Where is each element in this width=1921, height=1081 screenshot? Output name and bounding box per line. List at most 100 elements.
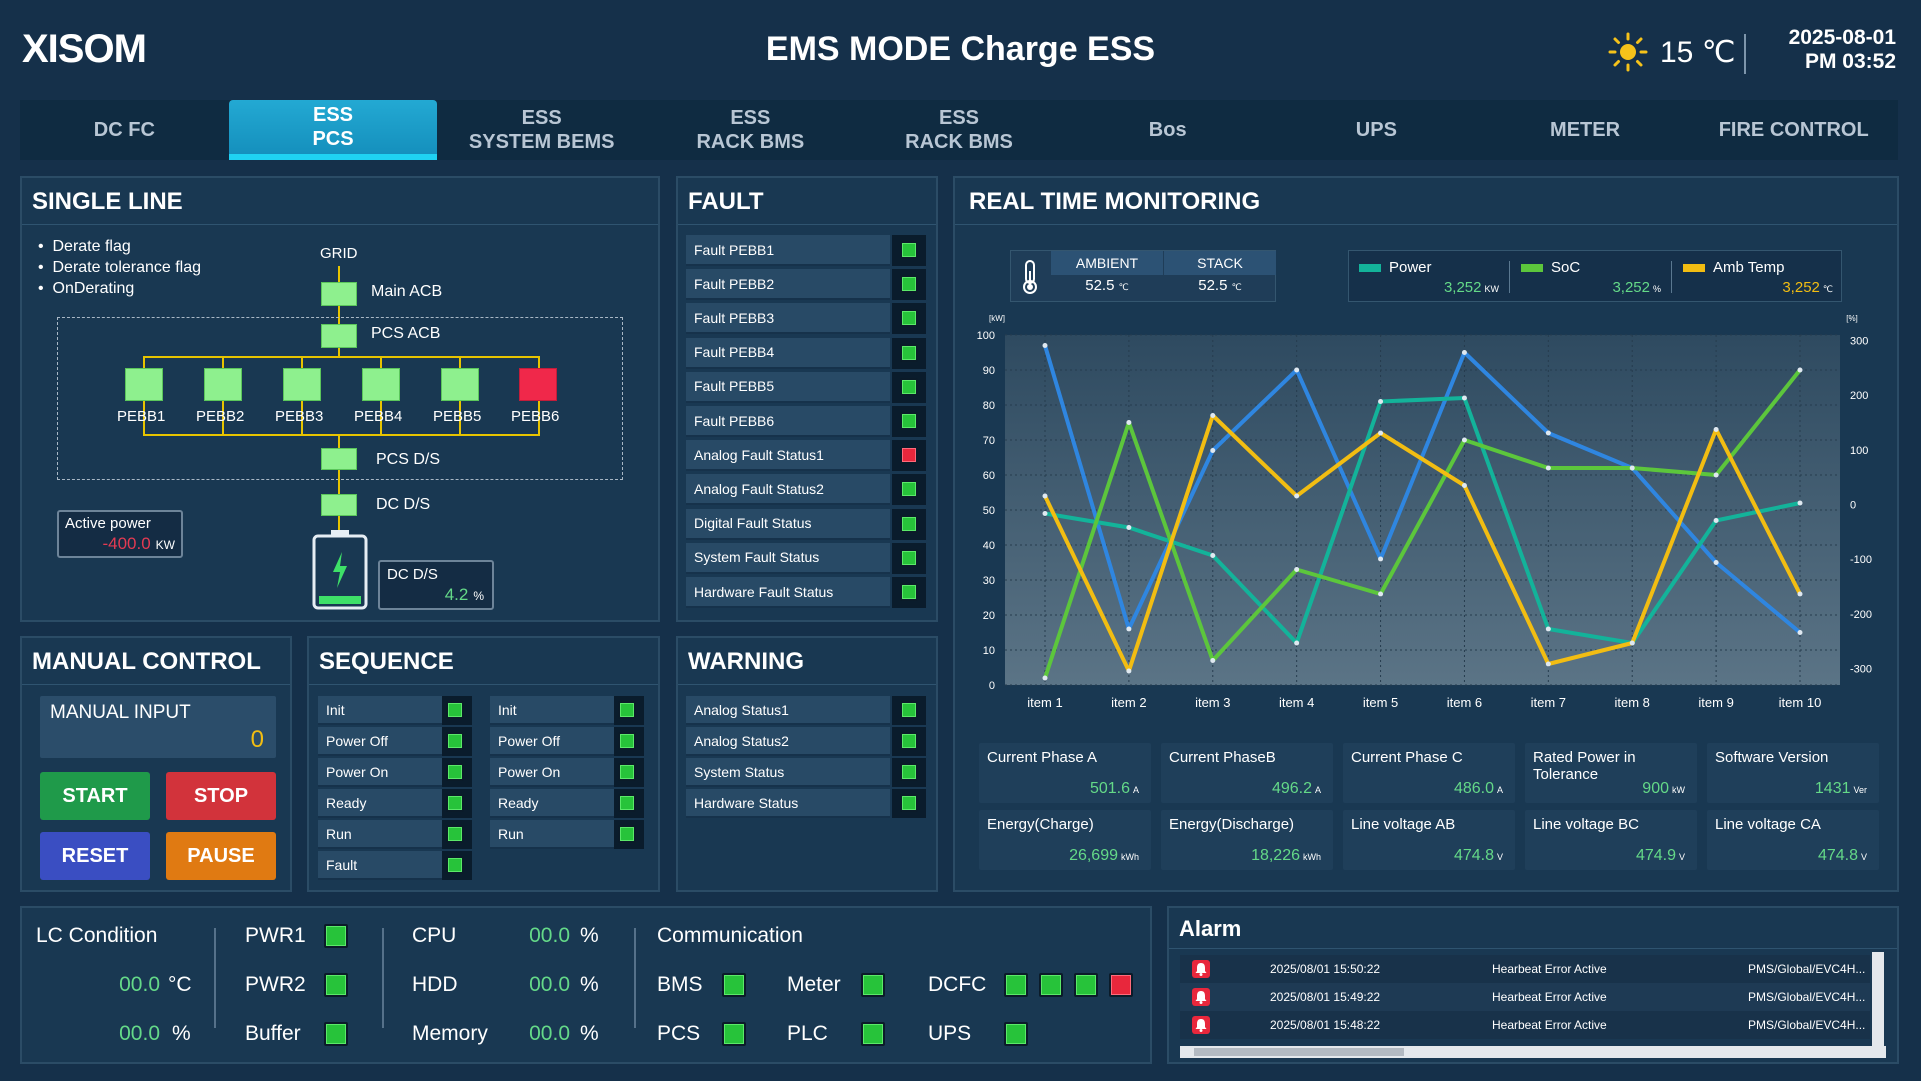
data-point — [1378, 430, 1384, 436]
bus-line — [338, 516, 340, 530]
manual-input-field[interactable]: MANUAL INPUT 0 — [40, 696, 276, 758]
metric-unit: kWh — [1303, 852, 1321, 862]
y-right-tick-label: 200 — [1850, 390, 1868, 402]
tab-ess-rack-bms-2[interactable]: ESS RACK BMS — [905, 107, 1013, 153]
pause-button[interactable]: PAUSE — [166, 832, 276, 880]
fault-row: Fault PEBB5 — [686, 371, 890, 403]
ambient-label: AMBIENT — [1051, 251, 1163, 275]
alarm-message: Hearbeat Error Active — [1492, 990, 1607, 1004]
alarm-horizontal-scrollbar[interactable] — [1180, 1046, 1886, 1058]
chart-legend: Power 3,252 KW SoC 3,252% Amb Temp 3,252 ℃ — [1348, 250, 1842, 302]
alarm-source: PMS/Global/EVC4H... — [1748, 1018, 1866, 1032]
sequence-led — [618, 732, 636, 750]
sequence-led — [618, 794, 636, 812]
data-point — [1713, 427, 1719, 432]
alarm-source: PMS/Global/EVC4H... — [1748, 990, 1866, 1004]
y-left-tick-label: 80 — [983, 400, 995, 412]
lc-condition-label: LC Condition — [36, 924, 158, 947]
pebb2-module[interactable] — [204, 368, 242, 401]
sun-icon — [1608, 32, 1648, 72]
data-point — [1797, 591, 1803, 597]
pebb1-module[interactable] — [125, 368, 163, 401]
sequence-led — [618, 825, 636, 843]
time-text: PM 03:52 — [1804, 50, 1896, 73]
tab-meter[interactable]: METER — [1550, 119, 1621, 141]
ups-comm-led — [1004, 1022, 1028, 1046]
alarm-row[interactable]: 2025/08/01 15:50:22 Hearbeat Error Active… — [1180, 955, 1870, 983]
memory-label: Memory — [412, 1022, 488, 1045]
date-text: 2025-08-01 — [1788, 26, 1896, 49]
sequence-led — [446, 763, 464, 781]
dc-ds-switch[interactable] — [321, 494, 357, 516]
bms-led — [722, 973, 746, 997]
scrollbar-thumb[interactable] — [1194, 1048, 1404, 1056]
data-point — [1294, 567, 1300, 572]
data-point — [1126, 626, 1132, 632]
legend-number: 3,252 — [1612, 279, 1650, 296]
pebb1-label: PEBB1 — [117, 408, 166, 425]
active-power-box: Active power -400.0 KW — [57, 510, 183, 558]
pcs-acb-breaker[interactable] — [321, 324, 357, 348]
tab-ups[interactable]: UPS — [1355, 119, 1397, 141]
pcs-acb-label: PCS ACB — [371, 325, 441, 342]
alarm-row[interactable]: 2025/08/01 15:48:22 Hearbeat Error Active… — [1180, 1011, 1870, 1039]
pwr1-led — [324, 924, 348, 948]
active-power-unit: KW — [155, 538, 175, 552]
tab-bos[interactable]: Bos — [1148, 119, 1187, 141]
active-power-value: -400.0 KW — [102, 534, 175, 554]
dcfc-label: DCFC — [928, 973, 987, 996]
tab-dc-fc[interactable]: DC FC — [93, 119, 155, 141]
y-left-tick-label: 0 — [989, 680, 995, 692]
dc-ds-box: DC D/S 4.2% — [378, 560, 494, 610]
pebb3-module[interactable] — [283, 368, 321, 401]
tab-ess-rack-bms-1[interactable]: ESS RACK BMS — [696, 107, 805, 153]
meter-led — [861, 973, 885, 997]
flag-label: Derate flag — [52, 238, 131, 255]
fault-status-led — [900, 309, 918, 328]
y-left-tick-label: 40 — [983, 540, 995, 552]
metric-label: Current PhaseB — [1169, 749, 1276, 766]
hdd-label: HDD — [412, 973, 458, 996]
buffer-label: Buffer — [245, 1022, 301, 1045]
pebb4-module[interactable] — [362, 368, 400, 401]
stop-button[interactable]: STOP — [166, 772, 276, 820]
sequence-led — [446, 856, 464, 874]
tab-ess-pcs[interactable]: ESS PCS — [228, 100, 438, 160]
pebb5-module[interactable] — [441, 368, 479, 401]
data-point — [1713, 518, 1719, 523]
alarm-time: 2025/08/01 15:50:22 — [1270, 962, 1381, 976]
pebb6-module[interactable] — [519, 368, 557, 401]
dcfc-led — [1039, 973, 1063, 997]
warning-row: System Status — [686, 758, 890, 787]
metric-card: Current Phase C 486.0 A — [1343, 743, 1515, 803]
fault-row: Hardware Fault Status — [686, 577, 890, 608]
x-tick-label: item 2 — [1111, 695, 1146, 710]
alarm-vertical-scrollbar[interactable] — [1872, 952, 1884, 1046]
metric-number: 474.9 — [1635, 847, 1676, 864]
data-point — [1126, 420, 1132, 425]
main-acb-breaker[interactable] — [321, 282, 357, 306]
tab-fire-control[interactable]: FIRE CONTROL — [1718, 119, 1869, 141]
data-point — [1545, 465, 1551, 471]
data-point — [1126, 525, 1132, 530]
alarm-row[interactable]: 2025/08/01 15:49:22 Hearbeat Error Active… — [1180, 983, 1870, 1011]
pwr1-label: PWR1 — [245, 924, 306, 947]
metric-card: Software Version 1431 Ver — [1707, 743, 1879, 803]
pebb3-label: PEBB3 — [275, 408, 324, 425]
data-point — [1461, 437, 1467, 443]
metric-value: 474.8 V — [1454, 847, 1503, 865]
pebb4-label: PEBB4 — [354, 408, 403, 425]
legend-label: Amb Temp — [1713, 259, 1785, 276]
data-point — [1210, 413, 1216, 418]
data-point — [1294, 640, 1300, 646]
status-divider — [382, 928, 384, 1028]
start-button[interactable]: START — [40, 772, 150, 820]
pcs-ds-switch[interactable] — [321, 448, 357, 470]
data-point — [1210, 553, 1216, 558]
reset-button[interactable]: RESET — [40, 832, 150, 880]
warning-led — [900, 794, 918, 812]
pwr2-label: PWR2 — [245, 973, 306, 996]
tab-ess-system-bems[interactable]: ESS SYSTEM BEMS — [468, 107, 615, 153]
status-divider — [214, 928, 216, 1028]
legend-divider — [1671, 261, 1672, 293]
